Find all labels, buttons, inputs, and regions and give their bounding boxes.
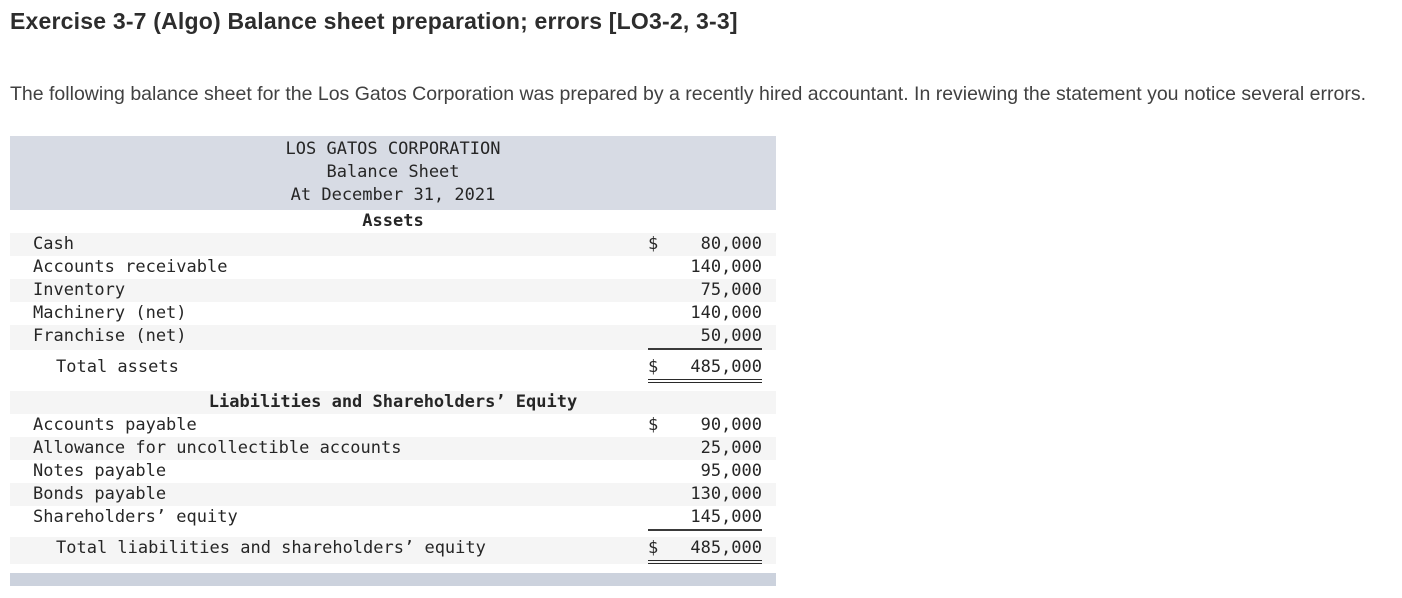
table-row-bonds-payable: Bonds payable 130,000	[10, 483, 776, 506]
table-row-allowance-uncollectible: Allowance for uncollectible accounts 25,…	[10, 437, 776, 460]
row-label: Franchise (net)	[33, 326, 187, 346]
total-label: Total liabilities and shareholders’ equi…	[56, 538, 486, 558]
amount-value: 485,000	[690, 538, 762, 558]
table-row-notes-payable: Notes payable 95,000	[10, 460, 776, 483]
balance-sheet-table: LOS GATOS CORPORATION Balance Sheet At D…	[10, 136, 776, 564]
intro-text: The following balance sheet for the Los …	[10, 83, 1366, 105]
row-label: Bonds payable	[33, 484, 167, 504]
table-row-franchise: Franchise (net) 50,000	[10, 325, 776, 350]
row-label: Inventory	[33, 280, 126, 300]
exercise-page: Exercise 3-7 (Algo) Balance sheet prepar…	[10, 8, 1366, 586]
table-row-total-liabilities-equity: Total liabilities and shareholders’ equi…	[10, 537, 776, 564]
row-label: Allowance for uncollectible accounts	[33, 438, 402, 458]
table-row-accounts-payable: Accounts payable $ 90,000	[10, 414, 776, 437]
amount-value: 50,000	[700, 326, 762, 346]
table-row-machinery: Machinery (net) 140,000	[10, 302, 776, 325]
currency-symbol: $	[648, 357, 659, 377]
statement-title: Balance Sheet	[326, 162, 460, 182]
balance-sheet-header: LOS GATOS CORPORATION Balance Sheet At D…	[10, 136, 776, 210]
currency-symbol: $	[648, 415, 659, 435]
row-label: Cash	[33, 234, 74, 254]
row-label: Accounts receivable	[33, 257, 228, 277]
row-amount: 95,000	[648, 460, 762, 483]
amount-value: 140,000	[690, 257, 762, 277]
row-amount: 130,000	[648, 483, 762, 506]
company-name: LOS GATOS CORPORATION	[285, 139, 501, 159]
amount-value: 485,000	[690, 357, 762, 377]
amount-value: 130,000	[690, 484, 762, 504]
row-amount-underlined: 145,000	[648, 506, 762, 531]
currency-symbol: $	[648, 234, 659, 254]
table-row-accounts-receivable: Accounts receivable 140,000	[10, 256, 776, 279]
amount-value: 75,000	[700, 280, 762, 300]
row-amount: 25,000	[648, 437, 762, 460]
table-row-inventory: Inventory 75,000	[10, 279, 776, 302]
row-label: Machinery (net)	[33, 303, 187, 323]
row-label: Notes payable	[33, 461, 167, 481]
statement-date: At December 31, 2021	[290, 185, 496, 205]
row-amount: $ 90,000	[648, 414, 762, 437]
currency-symbol: $	[648, 538, 659, 558]
row-amount: $ 80,000	[648, 233, 762, 256]
total-label: Total assets	[56, 357, 179, 377]
table-row-shareholders-equity: Shareholders’ equity 145,000	[10, 506, 776, 531]
amount-value: 95,000	[700, 461, 762, 481]
amount-value: 145,000	[690, 507, 762, 527]
row-amount-underlined: 50,000	[648, 325, 762, 350]
amount-value: 90,000	[700, 415, 762, 435]
next-section-header-partial	[10, 573, 776, 586]
row-label: Shareholders’ equity	[33, 507, 238, 527]
total-amount-double-ruled: $ 485,000	[648, 537, 762, 564]
total-amount-double-ruled: $ 485,000	[648, 356, 762, 383]
amount-value: 80,000	[700, 234, 762, 254]
row-amount: 75,000	[648, 279, 762, 302]
amount-value: 25,000	[700, 438, 762, 458]
page-title: Exercise 3-7 (Algo) Balance sheet prepar…	[10, 8, 738, 34]
row-label: Accounts payable	[33, 415, 197, 435]
table-row-cash: Cash $ 80,000	[10, 233, 776, 256]
table-row-total-assets: Total assets $ 485,000	[10, 356, 776, 383]
row-amount: 140,000	[648, 256, 762, 279]
assets-section-heading: Assets	[362, 211, 424, 231]
row-amount: 140,000	[648, 302, 762, 325]
amount-value: 140,000	[690, 303, 762, 323]
liabilities-section-heading: Liabilities and Shareholders’ Equity	[10, 391, 776, 414]
